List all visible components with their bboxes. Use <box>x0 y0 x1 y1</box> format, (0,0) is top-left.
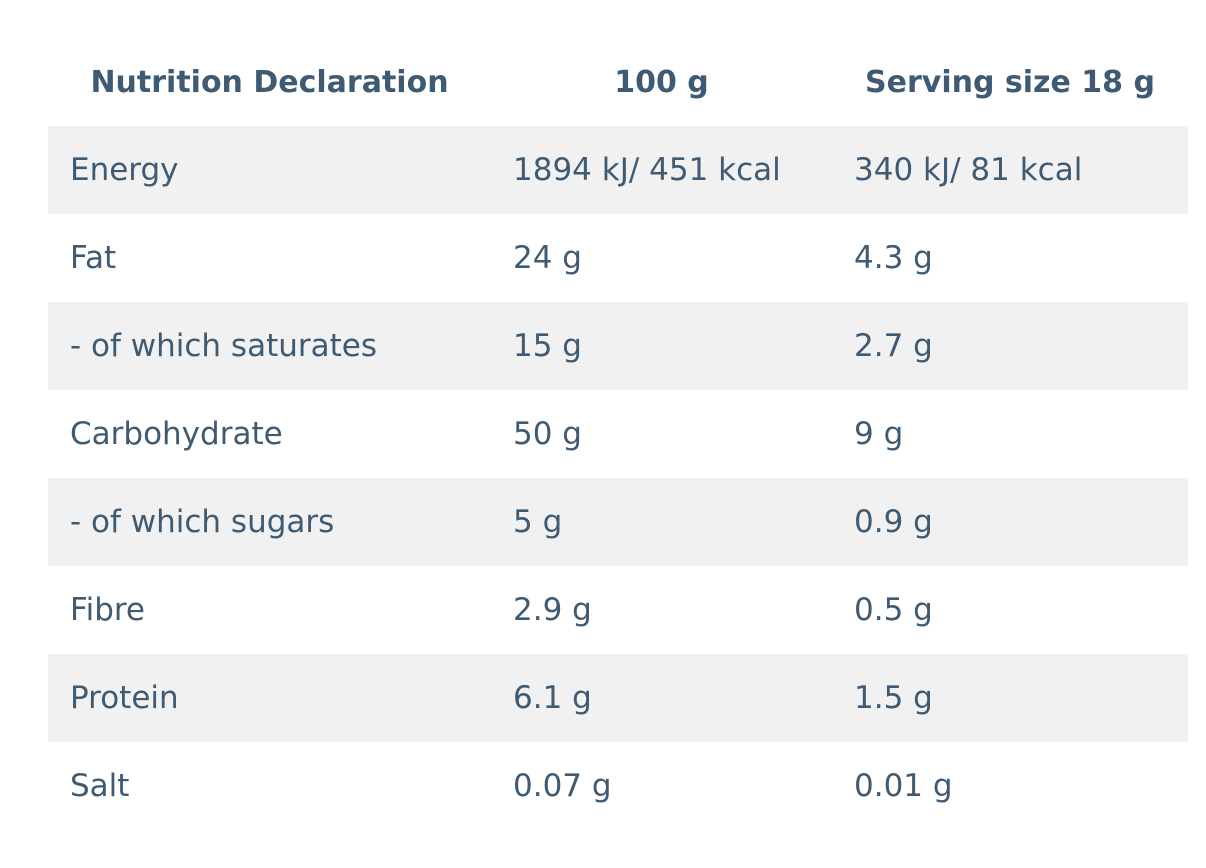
value-per-100g: 50 g <box>491 390 832 478</box>
nutrient-label: - of which sugars <box>48 478 491 566</box>
table-row: Carbohydrate 50 g 9 g <box>48 390 1188 478</box>
header-nutrition-declaration: Nutrition Declaration <box>90 64 449 100</box>
table-row: Fibre 2.9 g 0.5 g <box>48 566 1188 654</box>
header-serving-size: Serving size 18 g <box>865 64 1155 100</box>
table-body: Energy 1894 kJ/ 451 kcal 340 kJ/ 81 kcal… <box>48 126 1188 830</box>
table-header: Nutrition Declaration 100 g Serving size… <box>48 38 1188 126</box>
nutrient-label: Carbohydrate <box>48 390 491 478</box>
table-row: Salt 0.07 g 0.01 g <box>48 742 1188 830</box>
value-per-serving: 1.5 g <box>832 654 1188 742</box>
nutrient-label: - of which saturates <box>48 302 491 390</box>
value-per-100g: 6.1 g <box>491 654 832 742</box>
table-row: Fat 24 g 4.3 g <box>48 214 1188 302</box>
table-row: - of which saturates 15 g 2.7 g <box>48 302 1188 390</box>
value-per-serving: 4.3 g <box>832 214 1188 302</box>
value-per-100g: 24 g <box>491 214 832 302</box>
header-per-100g: 100 g <box>614 64 709 100</box>
nutrition-table: Nutrition Declaration 100 g Serving size… <box>48 38 1188 830</box>
value-per-serving: 2.7 g <box>832 302 1188 390</box>
nutrient-label: Fibre <box>48 566 491 654</box>
value-per-serving: 9 g <box>832 390 1188 478</box>
value-per-serving: 0.5 g <box>832 566 1188 654</box>
nutrient-label: Salt <box>48 742 491 830</box>
header-row: Nutrition Declaration 100 g Serving size… <box>48 38 1188 126</box>
table-row: Protein 6.1 g 1.5 g <box>48 654 1188 742</box>
value-per-serving: 0.9 g <box>832 478 1188 566</box>
value-per-serving: 0.01 g <box>832 742 1188 830</box>
value-per-100g: 5 g <box>491 478 832 566</box>
nutrient-label: Energy <box>48 126 491 214</box>
table-row: - of which sugars 5 g 0.9 g <box>48 478 1188 566</box>
value-per-100g: 2.9 g <box>491 566 832 654</box>
table-row: Energy 1894 kJ/ 451 kcal 340 kJ/ 81 kcal <box>48 126 1188 214</box>
value-per-100g: 15 g <box>491 302 832 390</box>
nutrient-label: Fat <box>48 214 491 302</box>
value-per-100g: 0.07 g <box>491 742 832 830</box>
value-per-serving: 340 kJ/ 81 kcal <box>832 126 1188 214</box>
value-per-100g: 1894 kJ/ 451 kcal <box>491 126 832 214</box>
nutrient-label: Protein <box>48 654 491 742</box>
